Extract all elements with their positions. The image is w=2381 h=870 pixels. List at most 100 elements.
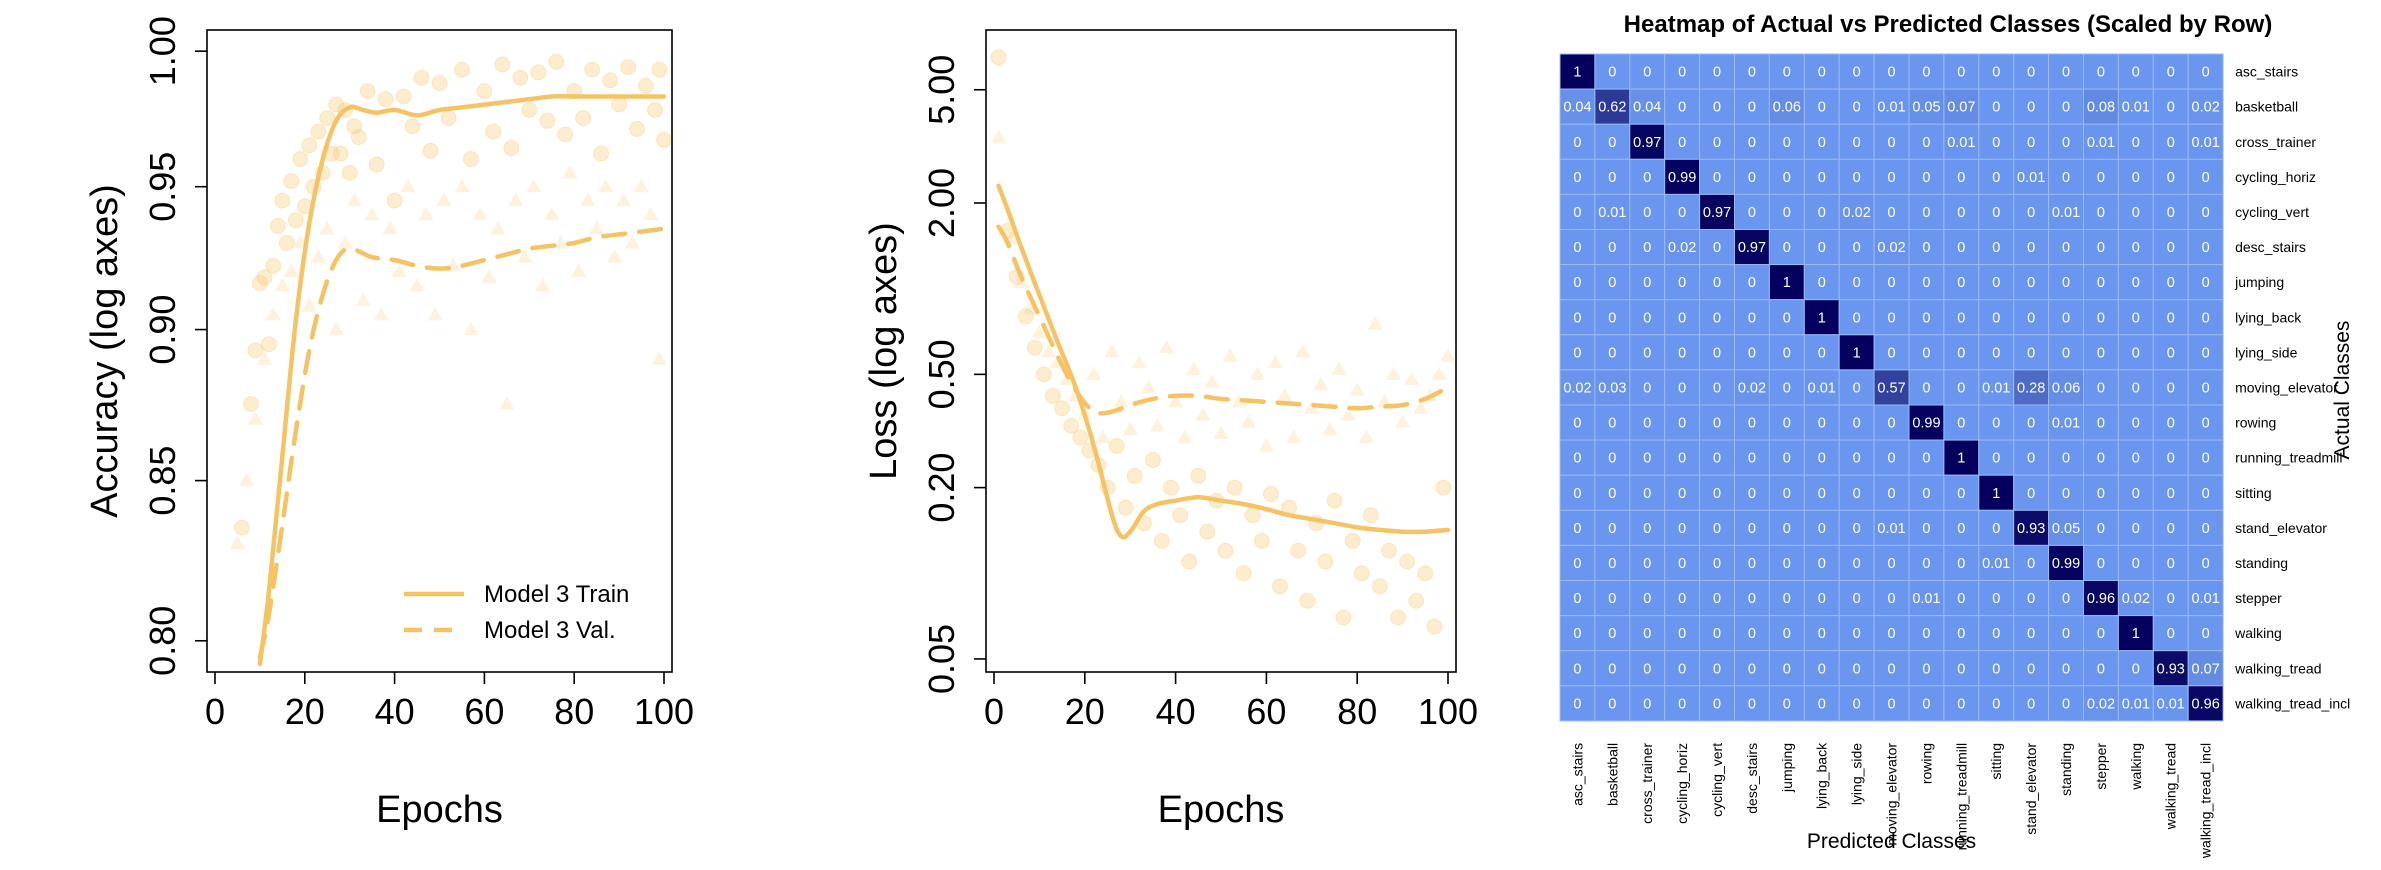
- train-point: [1290, 542, 1307, 559]
- cell-value: 0: [2167, 416, 2175, 432]
- column-label: rowing: [1918, 743, 1934, 784]
- row-label: standing: [2235, 555, 2288, 571]
- heatmap-cell: [1699, 509, 1736, 546]
- heatmap-cell: [1629, 158, 1666, 195]
- y-tick-label: 0.80: [142, 606, 183, 676]
- cell-value: 0: [1853, 556, 1861, 572]
- cell-value: 0.01: [1598, 205, 1626, 221]
- heatmap-cell: [1838, 615, 1875, 652]
- heatmap-cell: [1908, 88, 1945, 125]
- heatmap-cell: [2117, 264, 2154, 301]
- cell-value: 0.05: [2052, 521, 2080, 537]
- heatmap-cell: [2048, 334, 2084, 371]
- x-tick-label: 0: [205, 691, 225, 732]
- column-label: moving_elevator: [1884, 743, 1900, 846]
- val-point: [1385, 366, 1402, 380]
- heatmap-cell: [1943, 439, 1980, 476]
- cell-value: 0: [1573, 661, 1581, 677]
- heatmap-y-label: Actual Classes: [2331, 321, 2354, 460]
- cell-value: 0: [2202, 310, 2210, 326]
- train-point: [431, 75, 448, 92]
- train-point: [1226, 479, 1243, 496]
- val-point: [1213, 425, 1229, 440]
- column-label: stand_elevator: [2023, 743, 2039, 835]
- y-axis-label: Accuracy (log axes): [84, 184, 126, 518]
- cell-value: 0: [2202, 345, 2210, 361]
- heatmap-cell: [1734, 580, 1770, 617]
- cell-value: 1: [1992, 486, 2000, 502]
- cell-value: 0: [1957, 380, 1965, 396]
- cell-value: 0: [1608, 170, 1616, 186]
- cell-value: 0: [1853, 275, 1861, 291]
- heatmap-cell: [1873, 369, 1910, 406]
- heatmap-cell: [1873, 299, 1910, 336]
- train-point: [476, 83, 493, 100]
- train-point: [1244, 507, 1261, 524]
- val-point: [499, 396, 515, 410]
- cell-value: 0: [1922, 135, 1930, 151]
- val-point: [274, 277, 290, 292]
- heatmap-cell: [1803, 229, 1840, 266]
- heatmap-cell: [1873, 650, 1910, 687]
- val-point: [373, 306, 389, 321]
- cell-value: 0: [2097, 240, 2105, 256]
- heatmap-cell: [1559, 404, 1596, 441]
- cell-value: 0: [2062, 591, 2070, 607]
- cell-value: 0.01: [2122, 696, 2150, 712]
- cell-value: 0: [1713, 416, 1721, 432]
- cell-value: 0.96: [2192, 696, 2220, 712]
- heatmap-cell: [1664, 334, 1701, 371]
- train-point: [1317, 553, 1334, 570]
- cell-value: 0: [1783, 380, 1791, 396]
- val-point: [571, 263, 587, 278]
- train-point: [368, 156, 385, 173]
- heatmap-cell: [1699, 123, 1736, 160]
- cell-value: 0: [1818, 345, 1826, 361]
- heatmap-cell: [1559, 334, 1596, 371]
- cell-value: 0: [2062, 65, 2070, 81]
- cell-value: 0: [1992, 626, 2000, 642]
- cell-value: 0: [2027, 591, 2035, 607]
- heatmap-cell: [1768, 439, 1805, 476]
- train-point: [1108, 438, 1125, 455]
- column-label: basketball: [1604, 743, 1620, 806]
- val-point: [1313, 376, 1329, 391]
- row-label: cycling_vert: [2235, 204, 2309, 220]
- cell-value: 0: [2062, 626, 2070, 642]
- train-point: [440, 110, 457, 127]
- val-point: [382, 220, 398, 235]
- cell-value: 0: [1853, 170, 1861, 186]
- heatmap-cell: [2048, 474, 2084, 511]
- cell-value: 0: [2202, 486, 2210, 502]
- val-point: [589, 220, 605, 235]
- cell-value: 0.07: [2192, 661, 2220, 677]
- val-point: [472, 206, 488, 221]
- cell-value: 0: [1888, 310, 1896, 326]
- cell-value: 0: [1992, 696, 2000, 712]
- heatmap-cell: [2013, 404, 2050, 441]
- cell-value: 0.02: [2087, 696, 2115, 712]
- cell-value: 0: [1573, 310, 1581, 326]
- val-point: [1395, 414, 1411, 428]
- train-point: [346, 118, 363, 135]
- cell-value: 0: [1573, 696, 1581, 712]
- cell-value: 0.01: [1947, 135, 1975, 151]
- train-point: [332, 145, 349, 162]
- cell-value: 0: [1573, 170, 1581, 186]
- column-label: walking_tread: [2163, 743, 2179, 830]
- data-layer: [229, 53, 671, 667]
- heatmap-cell: [2117, 334, 2154, 371]
- train-point: [494, 56, 511, 73]
- cell-value: 0: [1748, 345, 1756, 361]
- train-point: [413, 69, 430, 86]
- train-curve: [996, 183, 1451, 540]
- val-point: [598, 178, 614, 193]
- heatmap-cell: [2187, 158, 2224, 195]
- cell-value: 0: [1678, 345, 1686, 361]
- cell-value: 1: [2132, 626, 2140, 642]
- cell-value: 0: [1573, 135, 1581, 151]
- cell-value: 0: [1643, 65, 1651, 81]
- heatmap-cell: [2187, 299, 2224, 336]
- heatmap-cell: [1943, 685, 1980, 722]
- column-label: running_treadmill: [1953, 743, 1969, 850]
